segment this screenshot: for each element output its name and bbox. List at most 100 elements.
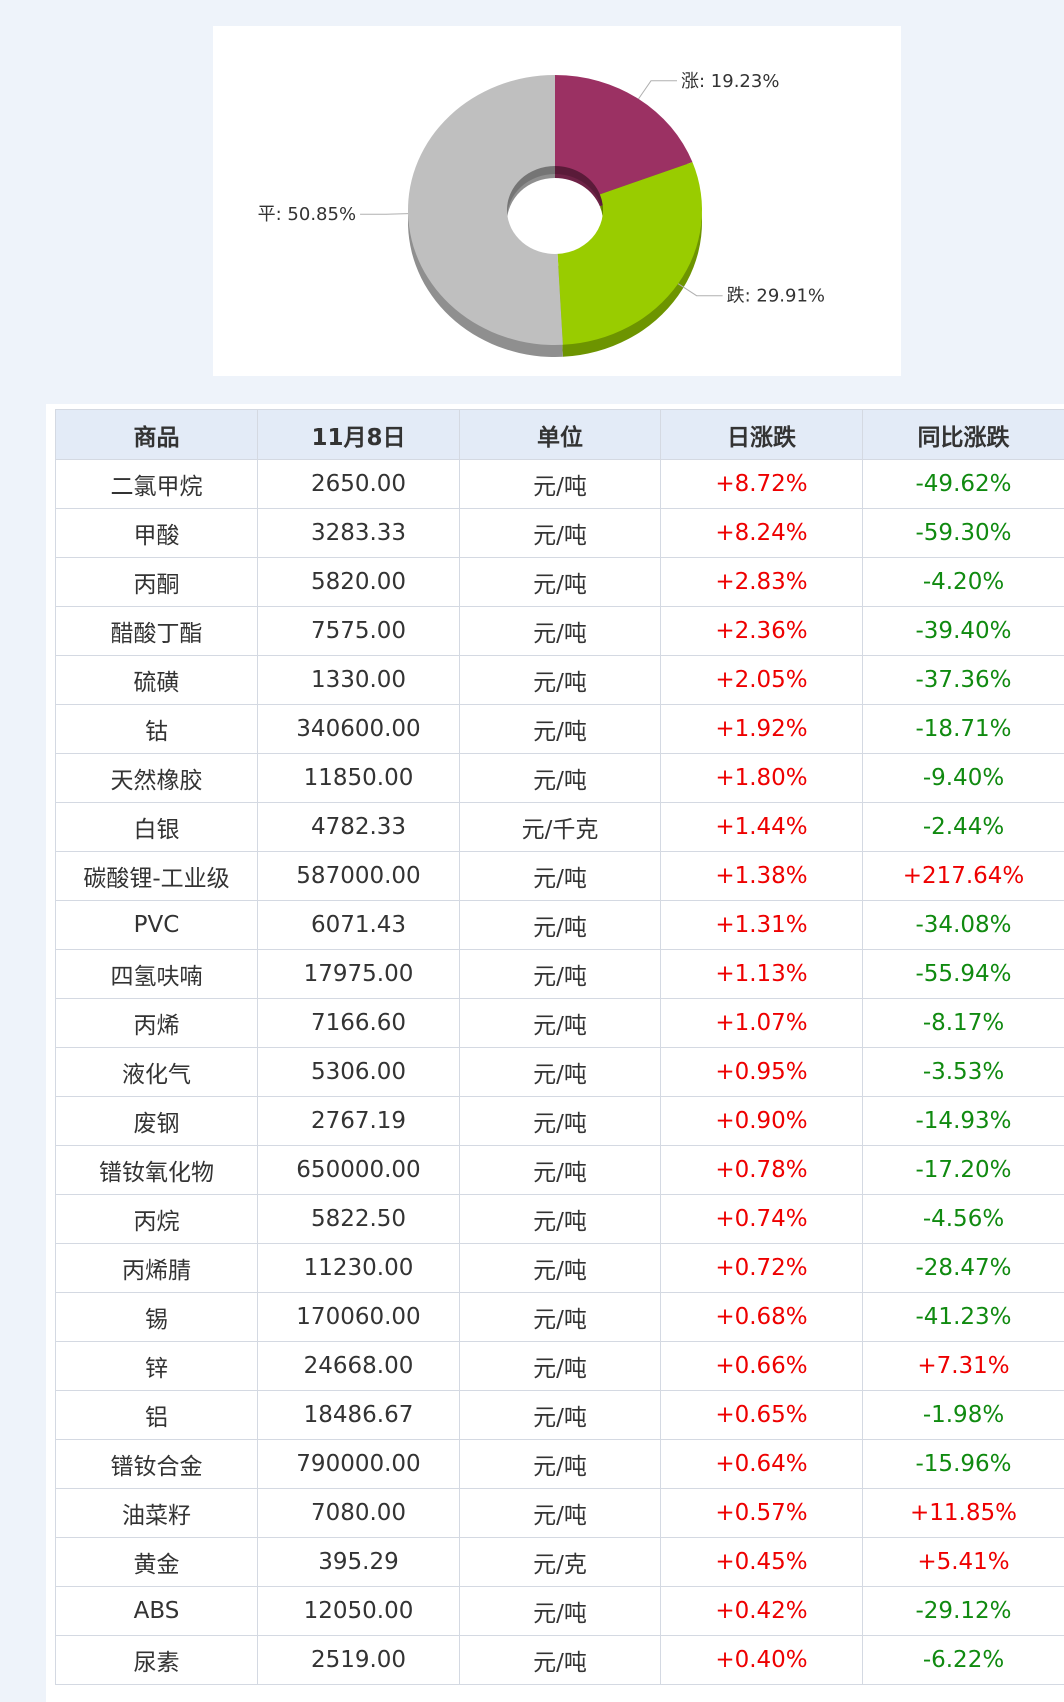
cell-commodity: 铝 <box>55 1390 258 1440</box>
cell-yoy-change: +7.31% <box>862 1341 1064 1391</box>
donut-slice <box>557 162 702 345</box>
cell-yoy-change: -6.22% <box>862 1635 1064 1685</box>
table-row: 镨钕氧化物 650000.00 元/吨 +0.78% -17.20% <box>55 1145 1064 1195</box>
table-header-row: 商品 11月8日 单位 日涨跌 同比涨跌 <box>55 409 1064 460</box>
cell-yoy-change: -2.44% <box>862 802 1064 852</box>
cell-price: 1330.00 <box>257 655 460 705</box>
cell-unit: 元/吨 <box>459 1635 661 1685</box>
table-row: 丙酮 5820.00 元/吨 +2.83% -4.20% <box>55 557 1064 607</box>
cell-yoy-change: -41.23% <box>862 1292 1064 1342</box>
cell-yoy-change: -15.96% <box>862 1439 1064 1489</box>
cell-yoy-change: -8.17% <box>862 998 1064 1048</box>
donut-hole-shadow <box>507 166 603 218</box>
cell-commodity: 甲酸 <box>55 508 258 558</box>
cell-yoy-change: -18.71% <box>862 704 1064 754</box>
cell-price: 2767.19 <box>257 1096 460 1146</box>
cell-commodity: 锡 <box>55 1292 258 1342</box>
cell-daily-change: +2.36% <box>660 606 863 656</box>
cell-commodity: 尿素 <box>55 1635 258 1685</box>
cell-commodity: 醋酸丁酯 <box>55 606 258 656</box>
cell-daily-change: +0.65% <box>660 1390 863 1440</box>
cell-unit: 元/吨 <box>459 998 661 1048</box>
table-row: 锌 24668.00 元/吨 +0.66% +7.31% <box>55 1341 1064 1391</box>
cell-daily-change: +0.90% <box>660 1096 863 1146</box>
cell-commodity: 二氯甲烷 <box>55 459 258 509</box>
header-yoy-change: 同比涨跌 <box>862 409 1064 460</box>
cell-yoy-change: -4.20% <box>862 557 1064 607</box>
table-row: PVC 6071.43 元/吨 +1.31% -34.08% <box>55 900 1064 950</box>
cell-daily-change: +2.05% <box>660 655 863 705</box>
cell-yoy-change: -3.53% <box>862 1047 1064 1097</box>
cell-commodity: 钴 <box>55 704 258 754</box>
price-table: 商品 11月8日 单位 日涨跌 同比涨跌 二氯甲烷 2650.00 元/吨 +8.72… <box>55 409 1064 1685</box>
cell-yoy-change: -4.56% <box>862 1194 1064 1244</box>
cell-daily-change: +0.68% <box>660 1292 863 1342</box>
cell-commodity: 油菜籽 <box>55 1488 258 1538</box>
cell-unit: 元/吨 <box>459 557 661 607</box>
cell-daily-change: +1.92% <box>660 704 863 754</box>
cell-daily-change: +1.07% <box>660 998 863 1048</box>
cell-unit: 元/吨 <box>459 704 661 754</box>
cell-daily-change: +1.44% <box>660 802 863 852</box>
cell-price: 24668.00 <box>257 1341 460 1391</box>
cell-price: 11230.00 <box>257 1243 460 1293</box>
donut-slice <box>408 75 563 345</box>
table-row: 白银 4782.33 元/千克 +1.44% -2.44% <box>55 802 1064 852</box>
table-row: 废钢 2767.19 元/吨 +0.90% -14.93% <box>55 1096 1064 1146</box>
cell-commodity: 碳酸锂-工业级 <box>55 851 258 901</box>
cell-yoy-change: +11.85% <box>862 1488 1064 1538</box>
table-row: 尿素 2519.00 元/吨 +0.40% -6.22% <box>55 1635 1064 1685</box>
cell-commodity: ABS <box>55 1586 258 1636</box>
cell-unit: 元/吨 <box>459 1145 661 1195</box>
cell-unit: 元/吨 <box>459 1194 661 1244</box>
cell-unit: 元/吨 <box>459 753 661 803</box>
cell-yoy-change: -17.20% <box>862 1145 1064 1195</box>
cell-unit: 元/吨 <box>459 1586 661 1636</box>
cell-commodity: 丙烯 <box>55 998 258 1048</box>
cell-yoy-change: -55.94% <box>862 949 1064 999</box>
header-daily-change: 日涨跌 <box>660 409 863 460</box>
cell-daily-change: +1.31% <box>660 900 863 950</box>
donut-slice <box>555 75 693 195</box>
cell-daily-change: +1.80% <box>660 753 863 803</box>
cell-commodity: 液化气 <box>55 1047 258 1097</box>
cell-yoy-change: -49.62% <box>862 459 1064 509</box>
cell-unit: 元/千克 <box>459 802 661 852</box>
donut-chart: 涨: 19.23% 跌: 29.91% 平: 50.85% <box>258 71 825 357</box>
cell-yoy-change: -14.93% <box>862 1096 1064 1146</box>
cell-daily-change: +8.24% <box>660 508 863 558</box>
cell-commodity: 丙酮 <box>55 557 258 607</box>
cell-price: 7166.60 <box>257 998 460 1048</box>
cell-unit: 元/吨 <box>459 1488 661 1538</box>
label-leader-line <box>638 80 678 100</box>
donut-chart-panel: 涨: 19.23% 跌: 29.91% 平: 50.85% <box>213 26 901 376</box>
table-row: 甲酸 3283.33 元/吨 +8.24% -59.30% <box>55 508 1064 558</box>
cell-commodity: 白银 <box>55 802 258 852</box>
cell-yoy-change: -34.08% <box>862 900 1064 950</box>
cell-price: 170060.00 <box>257 1292 460 1342</box>
cell-unit: 元/吨 <box>459 606 661 656</box>
cell-unit: 元/克 <box>459 1537 661 1587</box>
cell-daily-change: +0.78% <box>660 1145 863 1195</box>
cell-yoy-change: -37.36% <box>862 655 1064 705</box>
cell-price: 4782.33 <box>257 802 460 852</box>
table-row: 丙烷 5822.50 元/吨 +0.74% -4.56% <box>55 1194 1064 1244</box>
table-row: 镨钕合金 790000.00 元/吨 +0.64% -15.96% <box>55 1439 1064 1489</box>
cell-unit: 元/吨 <box>459 1096 661 1146</box>
slice-label: 平: 50.85% <box>258 204 356 225</box>
cell-unit: 元/吨 <box>459 459 661 509</box>
cell-unit: 元/吨 <box>459 655 661 705</box>
cell-price: 650000.00 <box>257 1145 460 1195</box>
cell-unit: 元/吨 <box>459 900 661 950</box>
cell-daily-change: +0.72% <box>660 1243 863 1293</box>
cell-yoy-change: +217.64% <box>862 851 1064 901</box>
table-row: 铝 18486.67 元/吨 +0.65% -1.98% <box>55 1390 1064 1440</box>
table-row: 钴 340600.00 元/吨 +1.92% -18.71% <box>55 704 1064 754</box>
header-commodity: 商品 <box>55 409 258 460</box>
cell-daily-change: +1.38% <box>660 851 863 901</box>
cell-commodity: 镨钕合金 <box>55 1439 258 1489</box>
cell-unit: 元/吨 <box>459 1243 661 1293</box>
slice-label: 涨: 19.23% <box>681 71 779 92</box>
cell-commodity: 锌 <box>55 1341 258 1391</box>
cell-unit: 元/吨 <box>459 1390 661 1440</box>
